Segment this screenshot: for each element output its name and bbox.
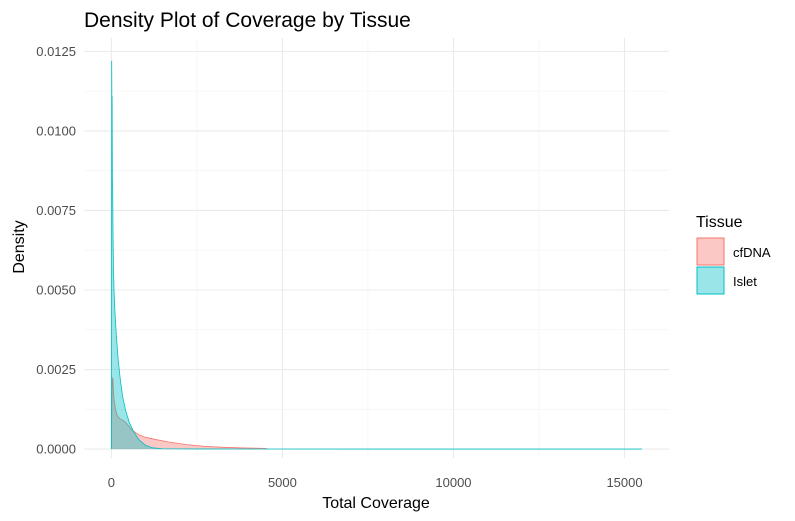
y-tick-label: 0.0125 <box>36 44 76 59</box>
x-tick-label: 15000 <box>606 475 642 490</box>
x-axis-title: Total Coverage <box>322 495 430 512</box>
density-area-cfdna <box>111 377 269 450</box>
y-tick-label: 0.0075 <box>36 203 76 218</box>
tick-layer: 0 5000 10000 15000 0.0000 0.0025 0.0050 0.0075 0… <box>36 44 642 490</box>
grid-layer <box>84 38 669 458</box>
legend: Tissue cfDNA Islet <box>696 214 771 295</box>
legend-key-islet <box>696 266 725 295</box>
x-tick-label: 5000 <box>268 475 297 490</box>
legend-label-cfdna: cfDNA <box>733 245 771 260</box>
y-tick-label: 0.0100 <box>36 123 76 138</box>
legend-key-cfdna <box>696 237 725 266</box>
y-axis-title: Density <box>11 220 28 273</box>
y-tick-label: 0.0000 <box>36 442 76 457</box>
y-tick-label: 0.0025 <box>36 362 76 377</box>
chart-title: Density Plot of Coverage by Tissue <box>84 9 411 32</box>
density-area-islet <box>111 60 642 450</box>
series-layer <box>110 60 643 450</box>
density-line-islet <box>110 60 643 450</box>
x-tick-label: 10000 <box>435 475 471 490</box>
legend-title: Tissue <box>696 214 743 231</box>
y-tick-label: 0.0050 <box>36 283 76 298</box>
legend-label-islet: Islet <box>733 274 757 289</box>
x-tick-label: 0 <box>108 475 115 490</box>
density-line-cfdna <box>110 377 269 450</box>
